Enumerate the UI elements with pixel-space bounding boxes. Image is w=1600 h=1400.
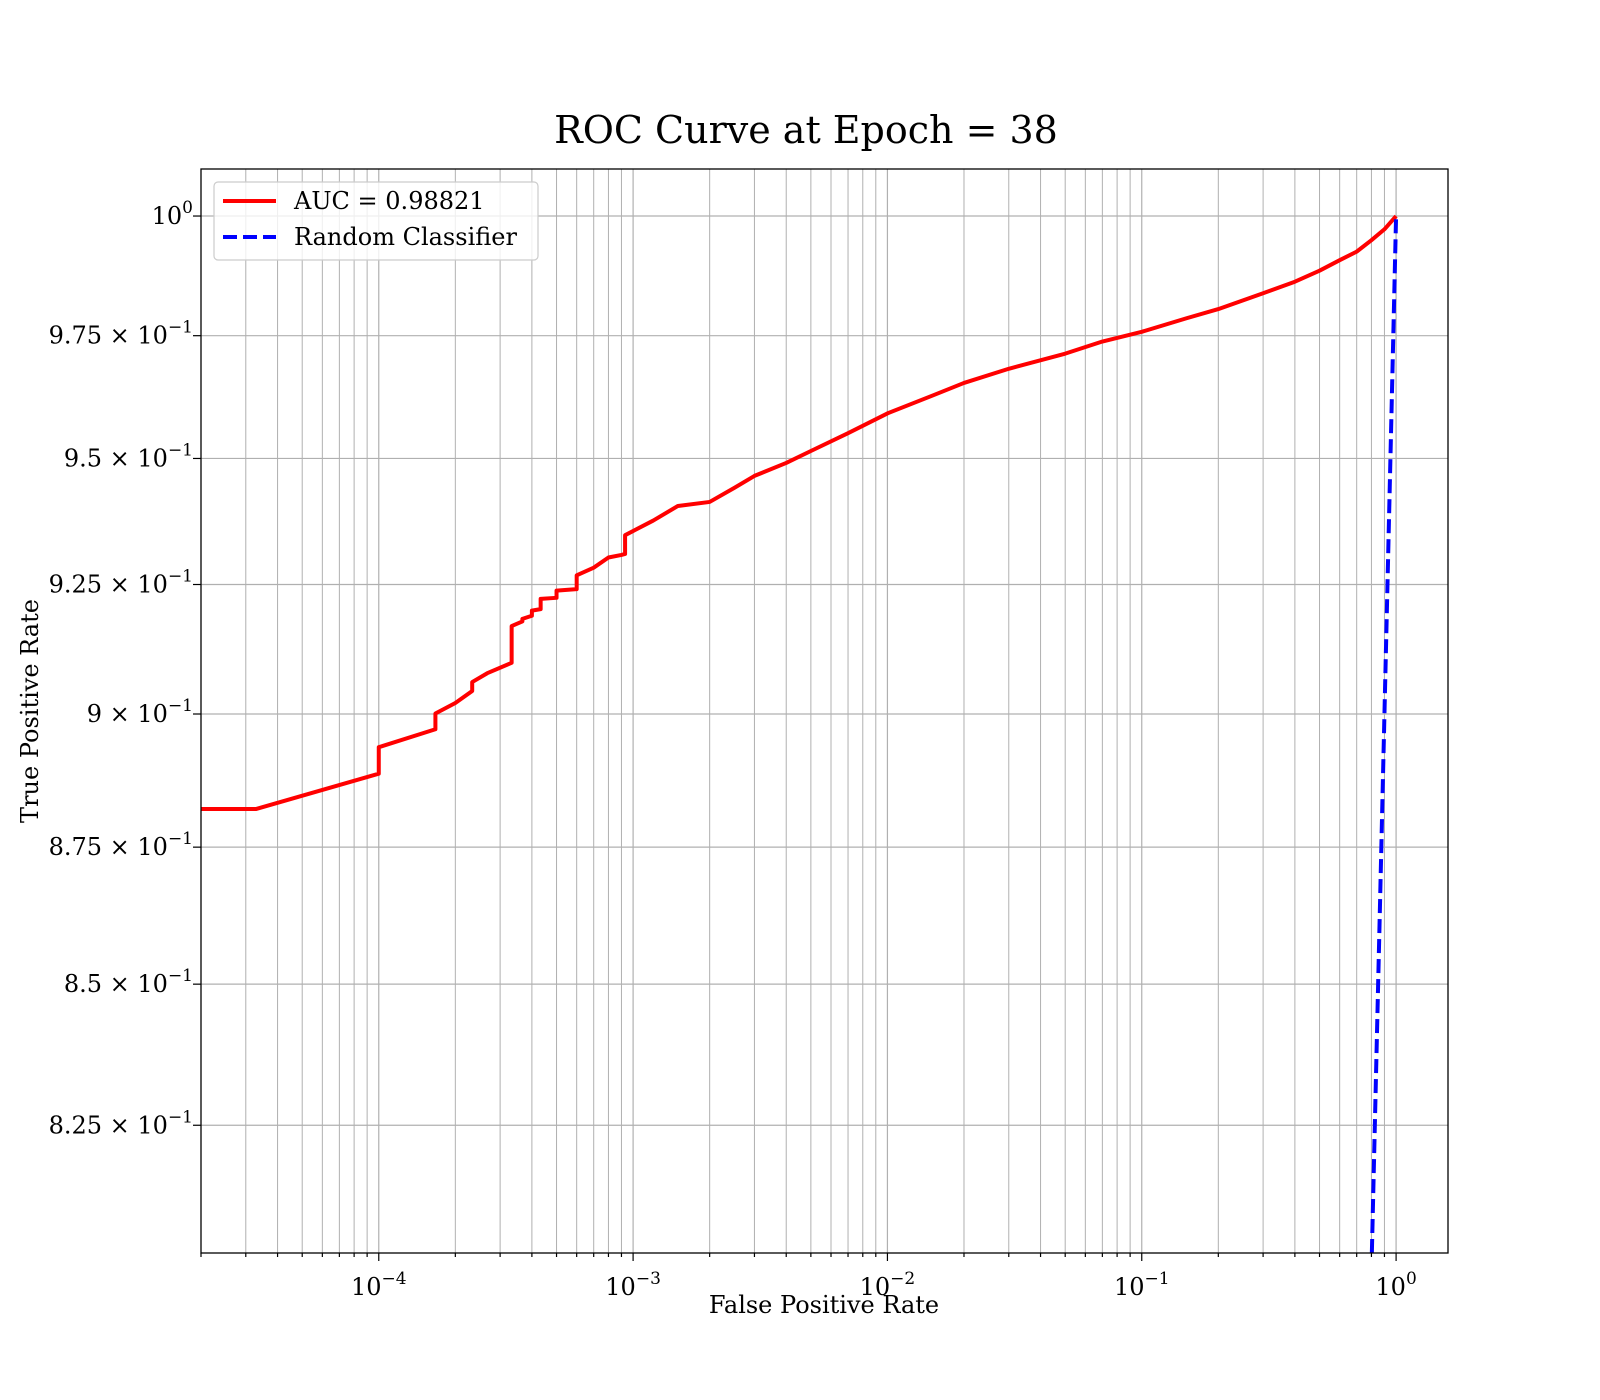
legend-label-random: Random Classifier <box>294 223 517 251</box>
x-tick-label: 100 <box>1375 1269 1416 1301</box>
series-layer <box>201 214 1399 1253</box>
y-tick-label: 100 <box>152 198 193 230</box>
y-tick-label: 9 × 10−1 <box>87 696 193 728</box>
y-tick-label: 8.75 × 10−1 <box>49 829 193 861</box>
y-tick-label: 9.5 × 10−1 <box>64 440 193 472</box>
y-tick-label: 8.5 × 10−1 <box>64 966 193 998</box>
random-classifier-line <box>1369 215 1399 1253</box>
y-axis-label: True Positive Rate <box>16 599 44 823</box>
y-tick-label: 8.25 × 10−1 <box>49 1107 193 1139</box>
x-axis-ticks: 10−4 10−3 10−2 10−1 100 <box>200 1253 1417 1301</box>
major-grid <box>201 169 1448 1253</box>
x-tick-label: 10−1 <box>1114 1269 1170 1301</box>
legend-label-auc: AUC = 0.98821 <box>293 187 485 215</box>
roc-curve-line <box>201 214 1398 811</box>
x-tick-label: 10−2 <box>860 1269 916 1301</box>
plot-frame <box>200 168 1449 1254</box>
legend: AUC = 0.98821 Random Classifier <box>213 181 539 261</box>
minor-grid <box>200 169 1385 1253</box>
y-tick-label: 9.25 × 10−1 <box>49 567 193 599</box>
x-tick-label: 10−4 <box>351 1269 407 1301</box>
chart-title: ROC Curve at Epoch = 38 <box>554 108 1058 152</box>
x-tick-label: 10−3 <box>605 1269 661 1301</box>
legend-box <box>213 181 539 261</box>
y-tick-label: 9.75 × 10−1 <box>49 318 193 350</box>
y-axis-ticks: 100 9.75 × 10−1 9.5 × 10−1 9.25 × 10−1 9 × 1… <box>49 198 201 1139</box>
x-axis-label: False Positive Rate <box>709 1291 939 1319</box>
